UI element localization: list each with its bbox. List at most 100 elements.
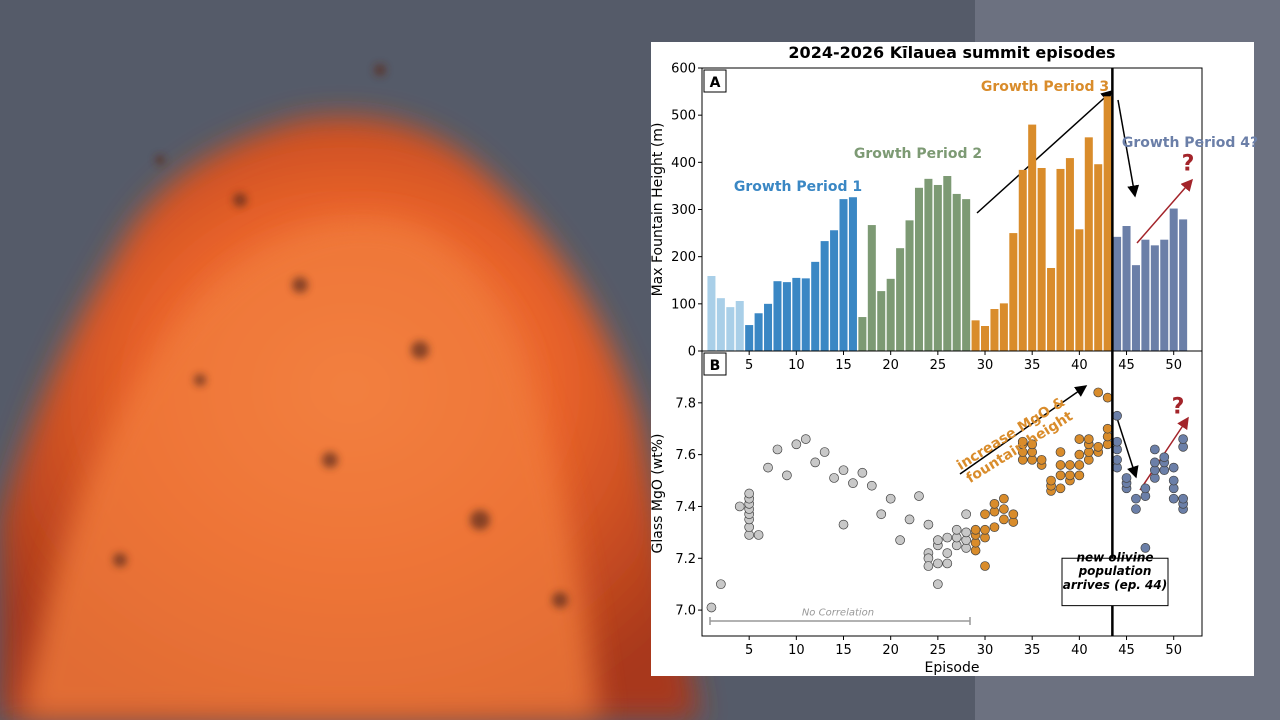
scatter-point <box>923 561 934 571</box>
annotation-text: No Correlation <box>802 608 874 619</box>
scatter-point <box>1036 454 1047 465</box>
scatter-point <box>1074 449 1085 460</box>
scatter-point <box>989 499 1000 509</box>
scatter-point <box>895 535 905 545</box>
bar <box>707 276 716 351</box>
scatter-point <box>1008 509 1019 520</box>
scatter-point <box>1055 483 1066 494</box>
bar <box>1169 208 1178 351</box>
annotation: Growth Period 2 <box>854 146 982 162</box>
bar <box>745 325 754 351</box>
annotation-text: Growth Period 2 <box>854 146 982 162</box>
y-tick-label: 400 <box>671 156 696 171</box>
scatter-point <box>980 509 990 520</box>
scatter-point <box>1055 460 1066 470</box>
bar <box>933 184 942 351</box>
x-tick-label: 30 <box>977 358 994 373</box>
scatter-point <box>866 480 877 491</box>
bar <box>801 278 810 351</box>
scatter-point <box>1168 462 1179 473</box>
annotation: ? <box>1182 152 1195 177</box>
y-tick-label: 7.2 <box>675 552 696 567</box>
annotation-box <box>1061 557 1169 607</box>
bar <box>1037 167 1046 351</box>
bar <box>999 303 1008 351</box>
scatter-point <box>1093 387 1104 398</box>
plot-frame <box>701 350 1203 637</box>
annotation-text: population <box>1078 564 1152 578</box>
scatter-point <box>1093 442 1104 452</box>
scatter-point <box>999 504 1009 514</box>
bar <box>886 278 895 351</box>
x-tick-label: 5 <box>745 643 753 658</box>
bar <box>830 230 839 351</box>
x-tick-label: 20 <box>882 358 899 373</box>
bar <box>735 301 744 351</box>
y-tick-label: 200 <box>671 250 696 265</box>
bar <box>848 197 857 351</box>
bar <box>1047 267 1056 351</box>
bar <box>716 298 725 351</box>
x-tick-label: 30 <box>977 643 994 658</box>
scatter-point <box>1112 436 1122 447</box>
scatter-point <box>1159 452 1170 463</box>
scatter-point <box>1168 493 1179 504</box>
bar <box>773 281 782 351</box>
scatter-point <box>932 579 943 590</box>
bar <box>792 277 801 351</box>
scatter-point <box>1055 470 1066 481</box>
y-tick-label: 600 <box>671 62 696 77</box>
bar <box>1103 96 1112 351</box>
bar <box>952 193 961 351</box>
scatter-point <box>1112 410 1122 421</box>
bar <box>1028 124 1037 351</box>
bar <box>990 309 999 351</box>
y-tick-label: 7.4 <box>675 500 696 515</box>
scatter-point <box>1046 475 1056 486</box>
bar <box>1009 233 1018 351</box>
bar <box>1150 245 1159 351</box>
scatter-point <box>848 478 858 488</box>
scatter-point <box>1083 434 1094 444</box>
scatter-point <box>942 548 953 558</box>
bar <box>754 313 763 351</box>
scatter-point <box>980 524 990 535</box>
scatter-point <box>734 501 745 512</box>
y-tick-label: 7.0 <box>675 604 696 619</box>
annotation-text: arrives (ep. 44) <box>1063 578 1167 592</box>
x-tick-label: 35 <box>1024 643 1041 658</box>
annotation-text: Growth Period 4? <box>1122 135 1258 151</box>
scatter-point <box>961 509 972 520</box>
bar <box>858 317 867 351</box>
scatter-point <box>838 465 849 476</box>
scatter-point <box>716 579 726 590</box>
scatter-point <box>1121 473 1132 483</box>
x-tick-label: 50 <box>1165 358 1182 373</box>
scatter-point <box>829 473 839 483</box>
scatter-point <box>744 488 755 499</box>
y-tick-label: 100 <box>671 297 696 312</box>
annotation-text: Growth Period 1 <box>734 179 862 195</box>
bar <box>839 199 848 351</box>
bar <box>1018 169 1027 351</box>
scatter-point <box>1168 475 1179 486</box>
bar <box>726 307 735 351</box>
bar <box>1160 239 1169 351</box>
x-tick-label: 15 <box>835 358 852 373</box>
scatter-point <box>932 558 943 569</box>
scatter-point <box>999 514 1009 525</box>
scatter-point <box>1178 434 1188 444</box>
chart-title: 2024-2026 Kīlauea summit episodes <box>788 43 1115 62</box>
scatter-point <box>1131 504 1141 514</box>
annotation: Growth Period 4? <box>1122 135 1258 151</box>
scatter-point <box>706 602 717 613</box>
scatter-point <box>1178 493 1188 504</box>
bar <box>1056 168 1065 351</box>
bar <box>1075 229 1084 351</box>
scatter-point <box>800 434 811 444</box>
scatter-point <box>772 444 783 455</box>
x-tick-label: 20 <box>882 643 899 658</box>
scatter-point <box>914 491 924 501</box>
scatter-point <box>999 493 1009 504</box>
scatter-point <box>942 558 953 569</box>
